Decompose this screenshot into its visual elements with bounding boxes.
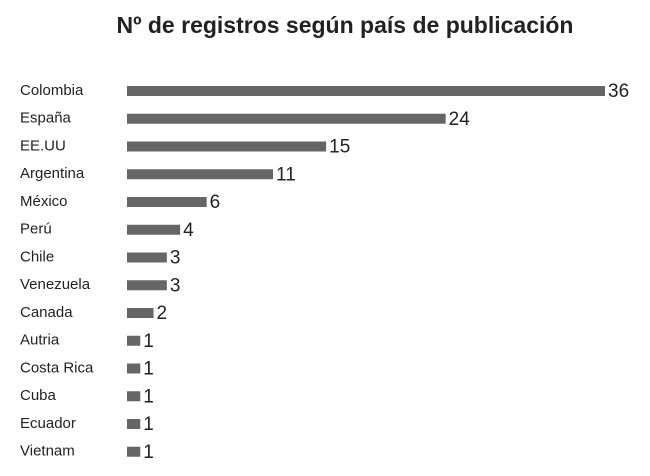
value-label: 1 (143, 442, 154, 463)
bar (127, 280, 167, 291)
bar (127, 335, 141, 346)
category-label: Argentina (20, 165, 85, 182)
value-label: 2 (157, 303, 168, 324)
value-label: 4 (183, 220, 194, 241)
bar (127, 86, 605, 96)
bar (127, 252, 167, 263)
category-label: Autria (20, 332, 60, 349)
bar (127, 224, 181, 235)
value-label: 24 (449, 109, 471, 130)
bar (127, 446, 141, 457)
bar (127, 391, 141, 402)
value-label: 1 (143, 359, 154, 380)
bar (127, 169, 274, 180)
value-label: 11 (276, 164, 296, 185)
category-label: Chile (20, 248, 54, 265)
value-label: 15 (329, 137, 350, 158)
value-label: 6 (210, 192, 221, 213)
category-label: España (20, 110, 72, 127)
bar (127, 363, 141, 374)
category-label: Canada (20, 304, 73, 321)
value-label: 1 (143, 331, 154, 352)
value-label: 1 (143, 386, 154, 407)
bar (127, 197, 207, 207)
value-label: 3 (170, 248, 181, 269)
value-label: 36 (608, 81, 629, 102)
category-label: Costa Rica (20, 359, 94, 376)
value-label: 3 (170, 275, 181, 296)
category-label: Ecuador (20, 415, 76, 432)
bar (127, 308, 154, 318)
category-label: Colombia (20, 82, 84, 99)
category-label: Cuba (20, 387, 57, 404)
category-label: EE.UU (20, 137, 66, 154)
bar (127, 419, 141, 429)
bar (127, 141, 327, 152)
chart-title: Nº de registros según país de publicació… (116, 12, 573, 38)
category-label: Venezuela (20, 276, 91, 293)
category-label: México (20, 193, 68, 210)
category-label: Vietnam (20, 443, 75, 460)
bar (127, 113, 446, 124)
value-label: 1 (143, 414, 154, 435)
category-label: Perú (20, 221, 52, 238)
